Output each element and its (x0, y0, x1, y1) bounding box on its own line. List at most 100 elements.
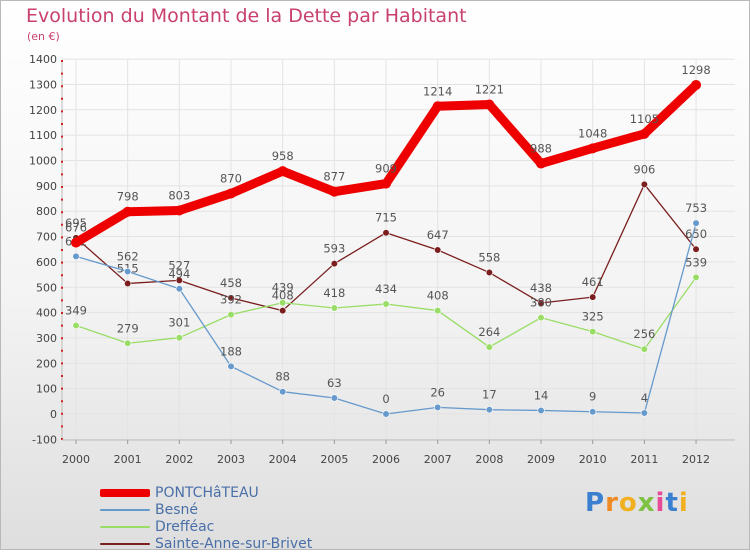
chart-title: Evolution du Montant de la Dette par Hab… (26, 5, 467, 27)
data-point-sainte-anne-sur-brivet-2003 (227, 294, 235, 302)
data-label-sainte-anne-sur-brivet-2008: 558 (478, 251, 500, 265)
data-point-besn--2001 (124, 267, 132, 276)
data-label-sainte-anne-sur-brivet-2002: 527 (168, 258, 190, 272)
y-tick-label-1200: 1200 (29, 104, 57, 117)
data-label-dreff-ac-2006: 434 (375, 282, 397, 296)
data-point-dreff-ac-2003 (227, 311, 235, 319)
y-tick-label-200: 200 (36, 357, 57, 370)
data-point-dreff-ac-2000 (72, 321, 80, 330)
data-point-besn--2010 (589, 408, 597, 416)
data-label-pontch-teau-2000: 676 (65, 221, 87, 235)
data-point-dreff-ac-2005 (330, 304, 338, 312)
data-label-besn--2003: 188 (220, 344, 242, 358)
data-point-pontch-teau-2007 (432, 101, 443, 112)
data-point-dreff-ac-2001 (124, 339, 132, 347)
legend-label-dreffeac: Drefféac (155, 518, 215, 535)
y-tick-label-1000: 1000 (29, 155, 57, 168)
y-tick-label-500: 500 (36, 281, 57, 294)
legend-swatch-besne (100, 508, 150, 511)
data-label-sainte-anne-sur-brivet-2010: 461 (582, 275, 604, 289)
data-point-sainte-anne-sur-brivet-2007 (434, 246, 442, 254)
data-point-sainte-anne-sur-brivet-2004 (279, 306, 287, 315)
data-point-pontch-teau-2001 (122, 206, 133, 217)
y-tick-label--100: -100 (32, 433, 57, 446)
data-label-dreff-ac-2004: 439 (272, 281, 294, 295)
data-point-pontch-teau-2008 (484, 99, 495, 110)
y-tick-label-0: 0 (50, 408, 57, 421)
x-tick-label-2003: 2003 (217, 453, 245, 466)
x-tick-label-2011: 2011 (630, 453, 658, 466)
data-point-pontch-teau-2004 (277, 166, 288, 177)
x-tick-label-2012: 2012 (682, 453, 710, 466)
y-tick-label-700: 700 (36, 231, 57, 244)
data-label-sainte-anne-sur-brivet-2004: 408 (272, 289, 294, 303)
data-point-sainte-anne-sur-brivet-2012 (692, 245, 700, 253)
data-point-besn--2005 (330, 394, 338, 402)
logo-letter: o (618, 488, 638, 518)
x-tick-label-2004: 2004 (269, 453, 297, 466)
data-point-sainte-anne-sur-brivet-2011 (640, 180, 648, 188)
data-label-besn--2006: 0 (382, 392, 389, 406)
y-tick-label-800: 800 (36, 205, 57, 218)
legend-item-besne: Besné (100, 501, 312, 518)
logo-letter: P (585, 488, 606, 518)
x-tick-label-2010: 2010 (579, 453, 607, 466)
data-point-pontch-teau-2011 (639, 128, 650, 139)
data-point-dreff-ac-2004 (279, 299, 287, 307)
chart-unit: (en €) (27, 30, 60, 43)
data-label-besn--2011: 4 (641, 391, 648, 405)
logo-letter: i (655, 488, 666, 518)
data-point-sainte-anne-sur-brivet-2001 (124, 279, 132, 288)
data-label-pontch-teau-2003: 870 (220, 171, 242, 185)
data-point-besn--2012 (692, 219, 700, 227)
data-label-besn--2004: 88 (275, 370, 290, 384)
data-point-dreff-ac-2008 (485, 343, 493, 351)
data-label-dreff-ac-2002: 301 (168, 316, 190, 330)
data-point-besn--2011 (640, 409, 648, 417)
data-label-pontch-teau-2012: 1298 (681, 63, 710, 77)
data-point-besn--2007 (434, 403, 442, 412)
legend-swatch-sainte-anne (100, 542, 150, 545)
data-label-pontch-teau-2005: 877 (323, 170, 345, 184)
legend-swatch-dreffeac (100, 525, 150, 528)
y-tick-label-400: 400 (36, 307, 57, 320)
data-label-besn--2009: 14 (534, 388, 549, 402)
data-point-besn--2003 (227, 362, 235, 370)
y-tick-label-100: 100 (36, 383, 57, 396)
data-label-pontch-teau-2004: 958 (272, 149, 294, 163)
data-label-sainte-anne-sur-brivet-2000: 695 (65, 216, 87, 230)
data-label-besn--2002: 494 (168, 267, 190, 281)
x-tick-label-2005: 2005 (320, 453, 348, 466)
data-point-besn--2002 (175, 285, 183, 293)
data-label-besn--2007: 26 (430, 385, 445, 399)
data-point-dreff-ac-2009 (537, 314, 545, 322)
y-tick-label-1300: 1300 (29, 78, 57, 91)
data-label-pontch-teau-2009: 988 (530, 142, 552, 156)
data-label-pontch-teau-2007: 1214 (423, 84, 452, 98)
y-tick-label-600: 600 (36, 256, 57, 269)
data-label-dreff-ac-2003: 392 (220, 293, 242, 307)
data-label-sainte-anne-sur-brivet-2003: 458 (220, 276, 242, 290)
data-point-pontch-teau-2006 (381, 178, 392, 189)
data-point-besn--2000 (72, 252, 80, 260)
data-label-pontch-teau-2006: 909 (375, 162, 397, 176)
y-tick-label-300: 300 (36, 332, 57, 345)
data-label-dreff-ac-2000: 349 (65, 304, 87, 318)
data-point-sainte-anne-sur-brivet-2006 (382, 229, 390, 237)
data-label-dreff-ac-2012: 539 (685, 255, 707, 269)
legend-label-sainte-anne: Sainte-Anne-sur-Brivet (155, 535, 313, 552)
data-point-pontch-teau-2005 (329, 186, 340, 197)
data-point-pontch-teau-2003 (226, 188, 237, 199)
data-label-besn--2010: 9 (589, 390, 596, 404)
data-point-besn--2006 (382, 410, 390, 418)
data-label-pontch-teau-2010: 1048 (578, 126, 607, 140)
data-label-sainte-anne-sur-brivet-2009: 438 (530, 281, 552, 295)
data-label-besn--2008: 17 (482, 388, 497, 402)
x-tick-label-2002: 2002 (165, 453, 193, 466)
data-label-dreff-ac-2009: 380 (530, 296, 552, 310)
data-point-sainte-anne-sur-brivet-2009 (537, 299, 545, 307)
legend-swatch-pontchateau (100, 488, 150, 497)
data-label-sainte-anne-sur-brivet-2007: 647 (427, 228, 449, 242)
legend-label-pontchateau: PONTCHâTEAU (155, 484, 259, 501)
data-label-pontch-teau-2011: 1105 (630, 112, 659, 126)
